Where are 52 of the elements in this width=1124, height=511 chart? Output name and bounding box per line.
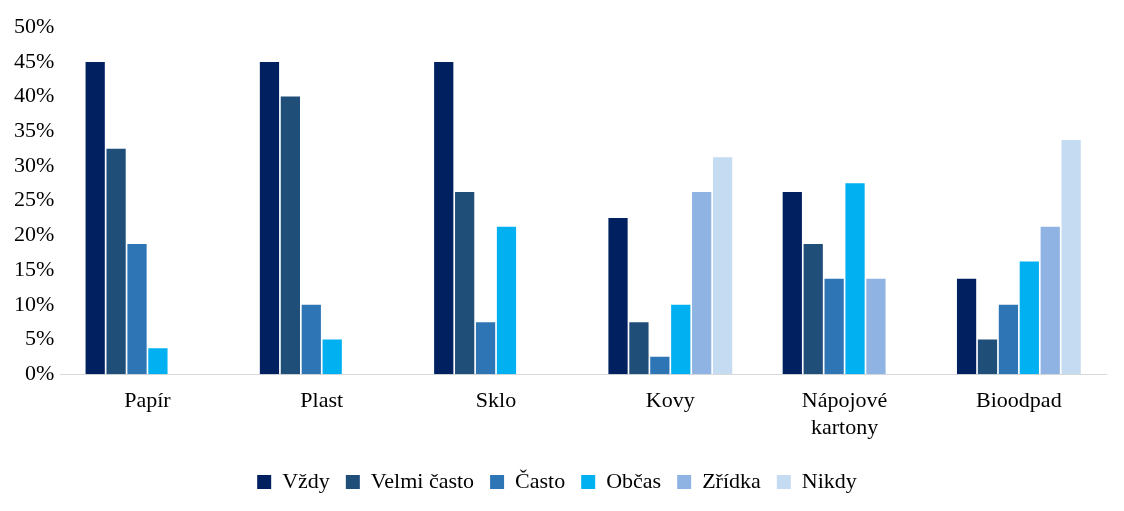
bar xyxy=(845,183,865,375)
y-tick-label: 0% xyxy=(25,359,55,385)
bar xyxy=(496,226,517,375)
y-tick-label: 5% xyxy=(25,325,55,351)
legend-label: Velmi často xyxy=(370,467,475,493)
bar xyxy=(301,304,321,375)
bar xyxy=(692,192,712,375)
bar xyxy=(280,96,300,375)
x-tick-label: Papír xyxy=(124,387,172,413)
bar xyxy=(629,322,649,375)
bar xyxy=(322,339,342,375)
bar xyxy=(85,61,105,375)
y-tick-label: 40% xyxy=(14,82,55,108)
y-tick-label: 10% xyxy=(14,290,55,316)
bar xyxy=(1061,139,1081,375)
legend-label: Občas xyxy=(606,467,662,493)
legend-label: Zřídka xyxy=(702,467,762,493)
bar xyxy=(824,278,844,375)
bar xyxy=(866,278,886,375)
legend-label: Vždy xyxy=(282,467,330,493)
bar xyxy=(106,148,126,375)
y-tick-label: 15% xyxy=(14,255,55,281)
bar xyxy=(608,218,628,375)
y-tick-label: 45% xyxy=(14,47,55,73)
bar xyxy=(475,322,496,375)
legend-label: Nikdy xyxy=(801,467,857,493)
bar xyxy=(782,192,802,375)
x-tick-label: Plast xyxy=(300,387,344,413)
bar xyxy=(434,61,454,375)
bar xyxy=(671,304,691,375)
x-tick-label: Bioodpad xyxy=(976,387,1062,413)
bar xyxy=(956,278,977,375)
bar xyxy=(650,356,670,375)
y-tick-label: 20% xyxy=(14,221,55,247)
bar xyxy=(712,157,733,375)
bar xyxy=(455,192,475,375)
y-tick-label: 50% xyxy=(14,12,55,38)
bar xyxy=(1040,226,1060,375)
bar xyxy=(259,61,280,375)
legend-label: Často xyxy=(515,467,566,493)
bar xyxy=(148,348,168,375)
bar xyxy=(127,244,147,375)
bar xyxy=(998,304,1019,375)
y-tick-label: 25% xyxy=(14,186,55,212)
bar xyxy=(803,244,823,375)
x-tick-label: Sklo xyxy=(475,387,517,413)
y-tick-label: 35% xyxy=(14,117,55,143)
bar xyxy=(977,339,998,375)
y-tick-label: 30% xyxy=(14,151,55,177)
bar xyxy=(1019,261,1039,375)
x-tick-label: Nápojové kartony xyxy=(801,387,888,439)
x-tick-label: Kovy xyxy=(645,387,695,413)
